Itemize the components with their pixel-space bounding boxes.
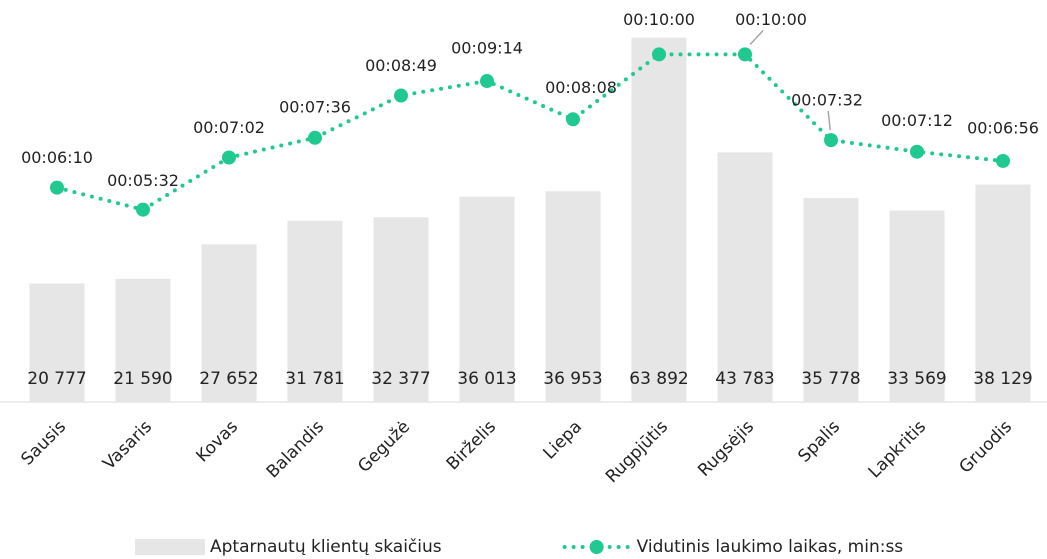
legend-label: Aptarnautų klientų skaičius: [210, 537, 442, 557]
line-value-label: 00:08:08: [545, 78, 617, 97]
leader-line: [749, 29, 764, 45]
line-value-label: 00:05:32: [107, 171, 179, 190]
x-tick-label: Kovas: [193, 417, 243, 467]
line-marker: [394, 88, 408, 103]
line-marker: [824, 133, 838, 148]
legend-marker: [589, 540, 604, 554]
x-tick-label: Sausis: [17, 417, 70, 470]
bar-value-label: 20 777: [27, 369, 86, 389]
bar-value-label: 21 590: [113, 369, 172, 389]
x-tick-label: Spalis: [794, 417, 844, 467]
x-tick-label: Gruodis: [955, 417, 1016, 478]
line: [55, 52, 1005, 212]
x-tick-label: Vasaris: [99, 417, 156, 474]
line-value-label: 00:07:02: [193, 118, 265, 137]
bar-value-label: 38 129: [973, 369, 1032, 389]
bar: [29, 283, 85, 402]
line-marker: [136, 202, 150, 217]
line-marker: [738, 47, 752, 62]
line-marker: [480, 74, 494, 89]
bar-value-label: 33 569: [887, 369, 946, 389]
bar-value-label: 36 953: [543, 369, 602, 389]
bar: [373, 217, 429, 402]
bar: [889, 210, 945, 402]
bar: [631, 37, 687, 402]
line-value-label: 00:06:10: [21, 148, 93, 167]
leader-line: [827, 111, 831, 131]
bar: [287, 220, 343, 402]
line-value-label: 00:07:36: [279, 97, 351, 116]
x-tick-label: Rugpjūtis: [602, 417, 672, 487]
bar: [545, 191, 601, 402]
line-marker: [566, 112, 580, 127]
x-tick-label: Lapkritis: [865, 417, 930, 482]
x-tick-label: Birželis: [443, 417, 500, 474]
bar-value-label: 63 892: [629, 369, 688, 389]
legend-label: Vidutinis laukimo laikas, min:ss: [637, 537, 904, 557]
line-value-label: 00:07:12: [881, 111, 953, 130]
line-value-label: 00:06:56: [967, 118, 1039, 137]
bar: [201, 244, 257, 402]
bar-value-label: 27 652: [199, 369, 258, 389]
bar: [975, 184, 1031, 402]
line-value-label: 00:10:00: [735, 10, 807, 29]
line-marker: [308, 130, 322, 145]
line-value-label: 00:07:32: [791, 91, 863, 110]
bar: [459, 196, 515, 402]
line-marker: [652, 47, 666, 62]
x-tick-label: Gegužė: [354, 417, 414, 477]
bar: [115, 278, 171, 402]
bar-value-label: 43 783: [715, 369, 774, 389]
bar: [803, 197, 859, 402]
line-value-label: 00:09:14: [451, 39, 523, 58]
bar-value-label: 36 013: [457, 369, 516, 389]
x-tick-label: Balandis: [263, 417, 328, 482]
line-marker: [222, 150, 236, 165]
line-value-label: 00:08:49: [365, 56, 437, 75]
line-value-label: 00:10:00: [623, 10, 695, 29]
legend-swatch: [135, 539, 205, 555]
bar-value-label: 35 778: [801, 369, 860, 389]
line-marker: [996, 153, 1010, 168]
x-tick-label: Liepa: [539, 417, 586, 464]
bar-value-label: 32 377: [371, 369, 430, 389]
bar: [717, 152, 773, 402]
x-tick-label: Rugsėjis: [694, 417, 758, 481]
line-marker: [910, 144, 924, 159]
line-marker: [50, 180, 64, 195]
bar-value-label: 31 781: [285, 369, 344, 389]
